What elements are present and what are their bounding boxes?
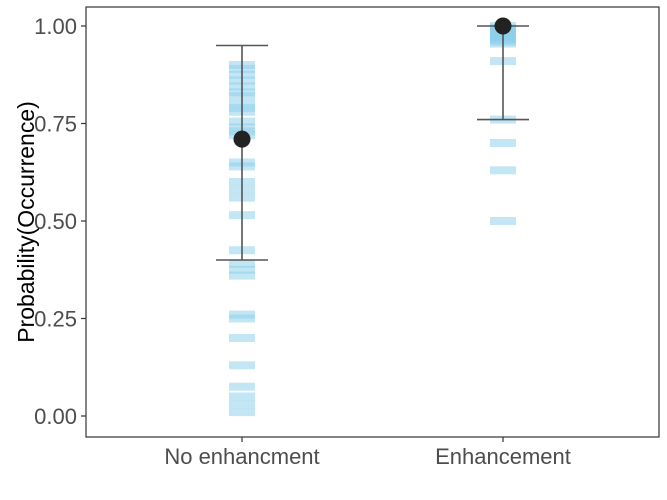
observation-mark xyxy=(490,166,516,175)
y-tick-label: 0.50 xyxy=(34,209,77,234)
observation-mark xyxy=(229,408,255,417)
observation-mark xyxy=(229,400,255,409)
x-axis-ticks: No enhancment Enhancement xyxy=(164,437,571,469)
mean-points-layer xyxy=(233,17,512,148)
observation-mark xyxy=(229,361,255,370)
observation-mark xyxy=(229,271,255,280)
y-tick-label: 1.00 xyxy=(34,14,77,39)
x-tick-label: No enhancment xyxy=(164,444,319,469)
observation-mark xyxy=(229,382,255,391)
observation-mark xyxy=(229,265,255,274)
y-tick-label: 0.75 xyxy=(34,112,77,137)
observation-mark xyxy=(490,217,516,225)
observation-mark xyxy=(229,314,255,323)
mean-point xyxy=(233,130,251,148)
observations-layer xyxy=(229,22,516,417)
y-tick-label: 0.25 xyxy=(34,307,77,332)
observation-mark xyxy=(490,139,516,147)
mean-point xyxy=(494,17,512,35)
y-tick-label: 0.00 xyxy=(34,404,77,429)
observation-mark xyxy=(229,259,255,268)
y-axis-ticks: 0.00 0.25 0.50 0.75 1.00 xyxy=(34,14,86,429)
error-bars-layer xyxy=(216,25,529,261)
observation-mark xyxy=(229,392,255,401)
plot-frame xyxy=(85,6,660,438)
x-tick-label: Enhancement xyxy=(435,444,571,469)
y-axis-title: Probability(Occurrence) xyxy=(13,101,39,343)
observation-mark xyxy=(229,334,255,342)
